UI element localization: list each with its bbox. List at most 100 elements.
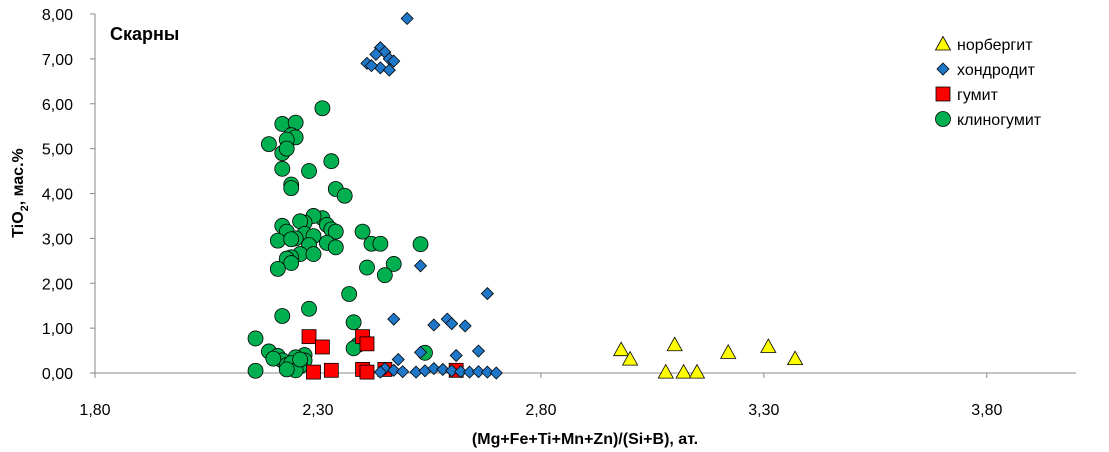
diamond-point <box>471 344 486 358</box>
triangle-point <box>786 350 804 366</box>
diamond-point <box>480 287 494 301</box>
triangle-point <box>675 363 692 379</box>
circle-point <box>265 350 282 367</box>
circle-point <box>269 260 286 277</box>
y-ticks: 0,00 1,00 2,00 3,00 4,00 5,00 6,00 7,00 8,00 <box>42 7 95 383</box>
diamond-point <box>373 365 387 379</box>
triangle-point <box>688 363 706 379</box>
square-point <box>315 339 330 355</box>
square-point <box>359 336 375 352</box>
circle-point <box>278 361 295 378</box>
circle-point <box>372 235 389 252</box>
circle-point <box>305 246 322 262</box>
diamond-point <box>373 61 387 75</box>
triangle-point <box>612 341 630 357</box>
circle-point <box>274 160 291 177</box>
diamond-point <box>387 312 401 326</box>
triangle-point <box>720 344 737 359</box>
chart-title: Скарны <box>110 24 179 44</box>
circle-point <box>323 153 340 170</box>
diamond-point <box>382 63 396 77</box>
diamond-point <box>445 364 459 378</box>
y-tick-label: 1,00 <box>42 321 73 338</box>
y-tick-label: 4,00 <box>42 187 73 204</box>
circle-point <box>274 308 291 324</box>
triangle-point <box>621 350 639 366</box>
legend-label: гумит <box>957 87 999 104</box>
data-points <box>247 11 804 380</box>
x-ticks: 1,80 2,30 2,80 3,30 3,80 <box>79 373 1002 419</box>
circle-point <box>269 232 286 249</box>
x-tick-label: 3,80 <box>971 402 1002 419</box>
diamond-point <box>449 348 463 363</box>
diamond-point <box>471 365 486 379</box>
y-tick-label: 5,00 <box>42 142 73 159</box>
legend-circle-marker <box>935 111 951 127</box>
diamond-point <box>427 318 441 332</box>
legend-square-marker <box>935 86 951 102</box>
triangle-point <box>657 363 674 379</box>
x-axis-title: (Mg+Fe+Ti+Mn+Zn)/(Si+B), ат. <box>472 431 698 448</box>
square-point <box>359 364 375 380</box>
diamond-point <box>400 11 414 26</box>
diamond-point <box>427 361 441 376</box>
diamond-point <box>436 362 450 376</box>
triangle-point <box>666 336 683 352</box>
legend-triangle-marker <box>934 35 952 51</box>
circle-point <box>385 256 402 272</box>
circle-point <box>283 255 300 271</box>
circle-point <box>292 351 309 368</box>
triangle-point <box>760 338 777 353</box>
circle-point <box>327 223 344 240</box>
circle-point <box>283 180 300 197</box>
x-tick-label: 2,80 <box>525 402 556 419</box>
circle-point <box>336 187 353 204</box>
y-tick-label: 2,00 <box>42 276 73 293</box>
square-point <box>323 362 339 378</box>
circle-point <box>341 286 358 302</box>
y-tick-label: 3,00 <box>42 231 73 248</box>
diamond-point <box>480 365 494 379</box>
square-point <box>306 364 321 380</box>
y-tick-label: 0,00 <box>42 366 73 383</box>
circle-point <box>247 330 264 347</box>
diamond-point <box>391 352 405 367</box>
diamond-point <box>369 47 383 61</box>
legend-label: хондродит <box>957 62 1036 79</box>
y-tick-label: 7,00 <box>42 52 73 69</box>
circle-point <box>278 140 295 157</box>
circle-point <box>345 314 362 331</box>
diamond-point <box>413 345 428 359</box>
circle-point <box>283 231 300 248</box>
legend-diamond-marker <box>936 62 950 76</box>
plot-area: 0,00 1,00 2,00 3,00 4,00 5,00 6,00 7,00 8,00 1,8… <box>42 7 1076 419</box>
y-tick-label: 6,00 <box>42 97 73 114</box>
diamond-point <box>387 54 401 68</box>
circle-point <box>301 163 317 179</box>
x-tick-label: 2,30 <box>302 402 333 419</box>
circle-point <box>412 236 429 253</box>
diamond-point <box>418 364 432 378</box>
diamond-point <box>364 59 379 73</box>
circle-point <box>314 100 331 117</box>
circle-point <box>376 267 393 284</box>
x-tick-label: 1,80 <box>79 402 110 419</box>
y-tick-label: 8,00 <box>42 7 73 24</box>
diamond-point <box>445 317 459 331</box>
square-point <box>301 329 317 345</box>
circle-point <box>261 136 277 153</box>
circle-point <box>354 223 371 240</box>
circle-point <box>247 362 264 379</box>
y-axis-title: TiO2, мас.% <box>10 148 31 237</box>
legend: норбергит хондродит гумит клиногумит <box>934 35 1042 129</box>
diamond-point <box>458 319 472 333</box>
legend-label: клиногумит <box>957 112 1042 129</box>
x-tick-label: 3,30 <box>748 402 779 419</box>
legend-label: норбергит <box>957 37 1033 54</box>
diamond-point <box>387 363 401 377</box>
circle-point <box>301 300 317 317</box>
diamond-point <box>396 365 410 379</box>
diamond-point <box>489 366 503 380</box>
diamond-point <box>413 259 428 273</box>
